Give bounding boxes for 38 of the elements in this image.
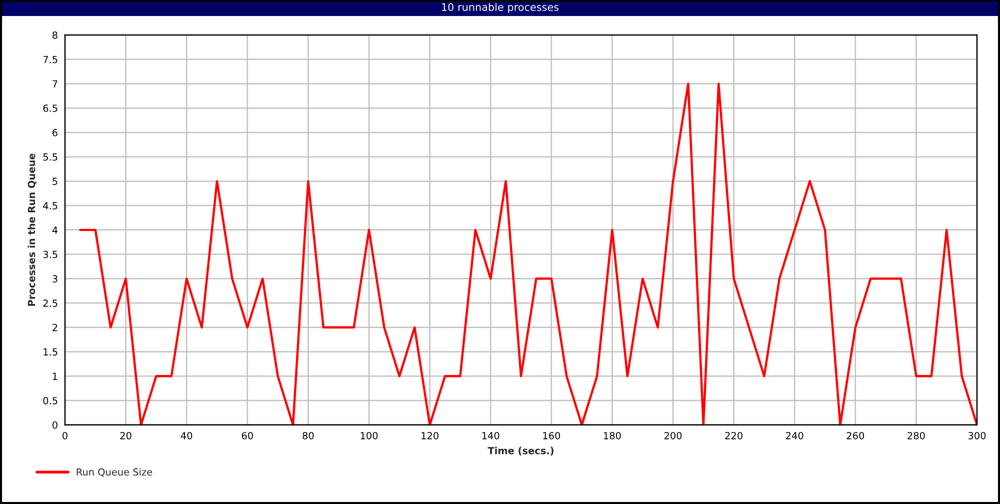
y-tick-label: 7 xyxy=(52,80,58,88)
x-tick-label: 260 xyxy=(846,432,864,440)
y-tick-label: 6 xyxy=(52,128,58,136)
x-tick-label: 280 xyxy=(908,432,925,440)
y-tick-label: 4 xyxy=(52,226,58,234)
y-tick-label: 0.5 xyxy=(43,396,58,404)
y-tick-label: 5.5 xyxy=(43,153,58,161)
y-tick-label: 7.5 xyxy=(43,56,58,64)
y-tick-label: 5 xyxy=(52,178,58,186)
x-tick-label: 140 xyxy=(482,432,500,440)
x-tick-label: 20 xyxy=(120,432,132,440)
x-tick-label: 80 xyxy=(302,432,314,440)
y-tick-label: 6.5 xyxy=(43,104,58,112)
x-tick-label: 220 xyxy=(725,432,742,440)
x-tick-label: 300 xyxy=(968,432,986,440)
y-tick-label: 8 xyxy=(52,31,58,39)
x-tick-label: 160 xyxy=(543,432,560,440)
y-tick-label: 0 xyxy=(52,421,58,429)
line-series xyxy=(79,82,977,425)
x-axis-title: Time (secs.) xyxy=(488,446,554,456)
x-tick-label: 60 xyxy=(242,432,253,440)
x-tick-label: 0 xyxy=(62,432,68,440)
x-tick-label: 240 xyxy=(786,432,804,440)
y-tick-label: 1.5 xyxy=(44,348,58,356)
x-tick-label: 40 xyxy=(180,432,192,440)
y-axis-title: Processes in the Run Queue xyxy=(28,154,36,306)
y-tick-label: 4.5 xyxy=(43,202,58,210)
x-tick-label: 200 xyxy=(664,432,682,440)
x-tick-label: 100 xyxy=(360,432,378,440)
x-tick-label: 180 xyxy=(604,432,621,440)
y-tick-label: 3.5 xyxy=(43,250,58,258)
y-tick-label: 2 xyxy=(52,324,58,332)
x-tick-label: 120 xyxy=(422,432,438,440)
y-tick-label: 1 xyxy=(52,372,58,380)
legend-label: Run Queue Size xyxy=(76,468,152,477)
y-tick-label: 2.5 xyxy=(43,300,58,307)
chart-title: 10 runnable processes xyxy=(442,2,559,14)
y-tick-label: 3 xyxy=(52,275,58,282)
